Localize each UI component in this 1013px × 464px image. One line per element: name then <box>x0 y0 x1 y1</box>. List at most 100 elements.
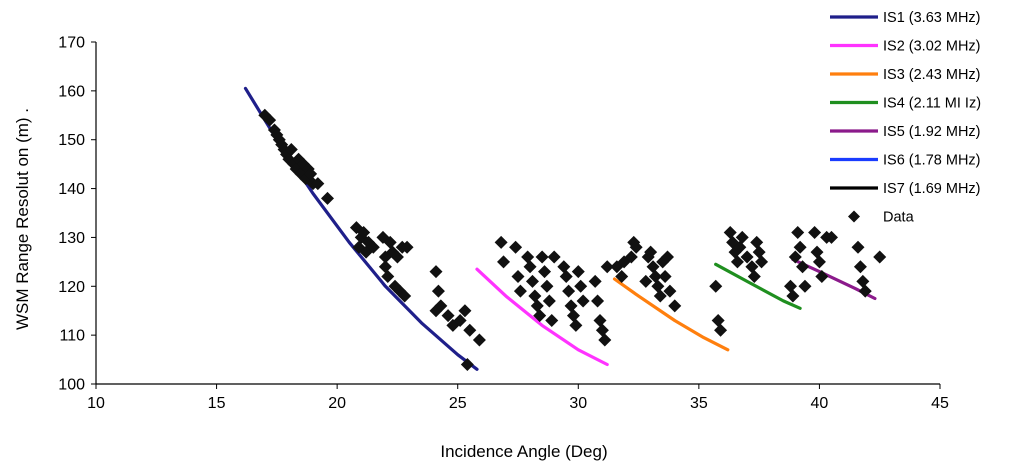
y-tick-labels: 100 110 120 130 140 150 160 170 <box>58 35 85 394</box>
data-point <box>851 240 865 254</box>
x-axis-label: Incidence Angle (Deg) <box>440 442 607 461</box>
data-point <box>525 274 539 288</box>
legend-label: IS6 (1.78 MHz) <box>883 153 981 169</box>
data-point <box>535 250 549 264</box>
data-point <box>559 270 573 284</box>
data-point <box>668 299 682 313</box>
data-point <box>521 250 535 264</box>
data-point <box>788 250 802 264</box>
legend-label: IS7 (1.69 MHz) <box>883 181 981 197</box>
data-point <box>311 177 325 191</box>
data-point <box>562 284 576 298</box>
legend-label: IS2 (3.02 MHz) <box>883 39 981 55</box>
y-tick-label: 100 <box>58 377 85 394</box>
y-tick-label: 140 <box>58 181 85 198</box>
y-tick-label: 120 <box>58 279 85 296</box>
data-point <box>714 323 728 337</box>
y-tick-label: 150 <box>58 132 85 149</box>
data-point <box>735 230 749 244</box>
data-point <box>646 260 660 274</box>
data-point <box>497 255 511 269</box>
data-point <box>284 142 298 156</box>
data-point <box>791 226 805 240</box>
data-point <box>639 274 653 288</box>
legend-item: IS3 (2.43 MHz) <box>830 67 981 83</box>
data-point <box>858 284 872 298</box>
data-point <box>812 255 826 269</box>
data-point <box>615 270 629 284</box>
data-point <box>808 226 822 240</box>
data-point <box>366 240 380 254</box>
data-point <box>386 245 400 259</box>
series-lines <box>243 86 877 371</box>
legend-label: IS4 (2.11 MI Iz) <box>883 96 981 112</box>
data-point <box>653 289 667 303</box>
data-point <box>733 240 747 254</box>
legend-item: IS5 (1.92 MHz) <box>830 124 981 140</box>
data-point <box>460 357 474 371</box>
data-point <box>600 260 614 274</box>
data-point <box>651 279 665 293</box>
data-point <box>873 250 887 264</box>
data-point <box>629 240 643 254</box>
data-point <box>574 279 588 293</box>
y-axis-label: WSM Range Resolut on (m) . <box>13 108 32 330</box>
data-point <box>793 240 807 254</box>
legend-item: IS4 (2.11 MI Iz) <box>830 96 981 112</box>
data-point <box>824 230 838 244</box>
data-point <box>530 299 544 313</box>
data-point <box>431 284 445 298</box>
legend-label: IS3 (2.43 MHz) <box>883 67 981 83</box>
legend-swatch <box>848 210 860 223</box>
data-point <box>378 260 392 274</box>
legend-label: Data <box>883 210 915 226</box>
data-point <box>796 260 810 274</box>
data-point <box>711 313 725 327</box>
legend-label: IS5 (1.92 MHz) <box>883 124 981 140</box>
legend-label: IS1 (3.63 MHz) <box>883 10 981 26</box>
data-point <box>538 265 552 279</box>
data-point <box>509 240 523 254</box>
data-point <box>400 240 414 254</box>
data-point <box>747 270 761 284</box>
data-point <box>593 313 607 327</box>
data-point <box>383 235 397 249</box>
series-line-is3 <box>612 277 730 352</box>
data-point <box>557 260 571 274</box>
data-point <box>658 270 672 284</box>
data-point <box>441 309 455 323</box>
data-point <box>853 260 867 274</box>
data-point <box>856 274 870 288</box>
data-point <box>390 250 404 264</box>
x-tick-label: 15 <box>208 395 226 412</box>
data-point <box>304 167 318 181</box>
data-point <box>463 323 477 337</box>
data-point <box>511 270 525 284</box>
data-point <box>624 250 638 264</box>
data-point <box>494 235 508 249</box>
y-tick-label: 110 <box>59 328 85 345</box>
data-point <box>533 309 547 323</box>
data-point <box>755 255 769 269</box>
data-point <box>591 294 605 308</box>
series-line-is4 <box>714 262 802 310</box>
data-point <box>523 260 537 274</box>
data-point <box>398 289 412 303</box>
data-point <box>752 245 766 259</box>
data-point <box>434 299 448 313</box>
data-point <box>730 255 744 269</box>
data-point <box>661 250 675 264</box>
legend-item: IS6 (1.78 MHz) <box>830 153 981 169</box>
x-tick-label: 10 <box>87 395 105 412</box>
data-point <box>320 191 334 205</box>
data-point <box>598 333 612 347</box>
axes <box>91 41 941 389</box>
legend: IS1 (3.63 MHz) IS2 (3.02 MHz) IS3 (2.43 MH… <box>830 10 981 226</box>
x-tick-label: 40 <box>811 395 829 412</box>
data-point <box>569 318 583 332</box>
data-point <box>528 289 542 303</box>
x-tick-label: 45 <box>931 395 949 412</box>
data-point <box>750 235 764 249</box>
data-point <box>663 284 677 298</box>
data-point <box>723 226 737 240</box>
